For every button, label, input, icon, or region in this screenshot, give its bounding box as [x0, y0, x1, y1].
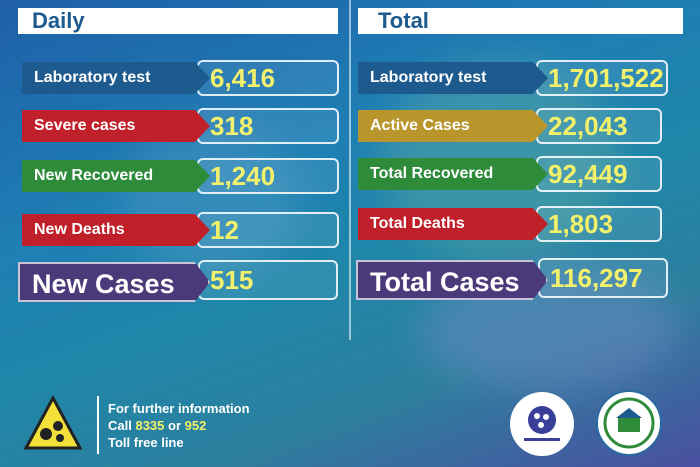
total-title: Total	[378, 8, 429, 33]
value-box	[197, 212, 339, 248]
globe-icon	[524, 406, 560, 441]
public-health-logo	[596, 390, 662, 456]
total-recovered-label: Total Recovered	[358, 158, 548, 190]
daily-deaths-label: New Deaths	[22, 214, 210, 246]
emblem-icon	[603, 397, 655, 449]
info-line3: Toll free line	[108, 435, 184, 450]
info-line2: Call 8335 or 952	[108, 417, 250, 434]
warning-icon	[24, 396, 82, 450]
value-box	[197, 108, 339, 144]
daily-header: Daily	[18, 8, 338, 34]
daily-lab-test-label: Laboratory test	[22, 62, 210, 94]
ministry-logo	[510, 392, 574, 456]
daily-deaths-value: 12	[210, 215, 239, 245]
total-header: Total	[358, 8, 683, 34]
value-box	[536, 108, 662, 144]
daily-recovered-label: New Recovered	[22, 160, 210, 192]
daily-severe-label: Severe cases	[22, 110, 210, 142]
new-cases-value: 515	[210, 265, 254, 295]
or-text: or	[168, 418, 182, 433]
phone-number-2: 952	[184, 418, 207, 433]
daily-severe-value: 318	[210, 111, 254, 141]
info-line1: For further information	[108, 401, 250, 416]
total-lab-test-label: Laboratory test	[358, 62, 548, 94]
phone-number-1: 8335	[135, 418, 165, 433]
value-box	[197, 60, 339, 96]
footer-separator	[97, 396, 99, 454]
value-box	[538, 258, 668, 298]
daily-title: Daily	[32, 8, 85, 33]
value-box	[536, 60, 668, 96]
total-deaths-label: Total Deaths	[358, 208, 548, 240]
call-prefix: Call	[108, 418, 132, 433]
value-box	[197, 158, 339, 194]
value-box	[536, 156, 662, 192]
total-recovered-value: 92,449	[548, 159, 628, 189]
total-cases-value: 116,297	[550, 263, 643, 293]
daily-lab-test-value: 6,416	[210, 63, 276, 93]
column-divider	[349, 0, 351, 340]
total-active-value: 22,043	[548, 111, 628, 141]
daily-recovered-value: 1,240	[210, 161, 276, 191]
total-cases-label: Total Cases	[356, 260, 548, 300]
footer-info: For further information Call 8335 or 952…	[108, 400, 250, 451]
total-deaths-value: 1,803	[548, 209, 614, 239]
total-active-label: Active Cases	[358, 110, 548, 142]
new-cases-label: New Cases	[18, 262, 210, 302]
total-lab-test-value: 1,701,522	[548, 63, 664, 93]
